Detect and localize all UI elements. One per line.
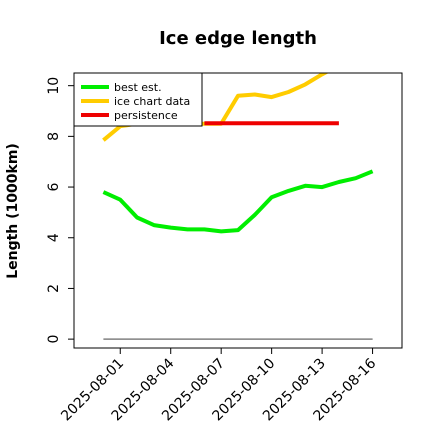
series-line-best-est-: [102, 169, 374, 234]
plot-frame: [73, 72, 403, 349]
legend-label: best est.: [114, 81, 162, 94]
legend-label: persistence: [114, 109, 178, 122]
y-tick-label: 0: [46, 335, 62, 344]
y-tick-label: 10: [46, 77, 62, 95]
y-tick-label: 4: [46, 233, 62, 242]
y-tick-label: 2: [46, 284, 62, 293]
chart-title: Ice edge length: [159, 28, 317, 49]
legend-box: [73, 72, 203, 127]
y-tick-label: 8: [46, 132, 62, 141]
legend-label: ice chart data: [114, 95, 190, 108]
x-axis: 2025-08-012025-08-042025-08-072025-08-10…: [58, 348, 379, 424]
y-tick-label: 6: [46, 183, 62, 192]
y-axis-label: Length (1000km): [5, 143, 21, 279]
y-axis: 0 2 4 6 8 10: [46, 77, 74, 344]
